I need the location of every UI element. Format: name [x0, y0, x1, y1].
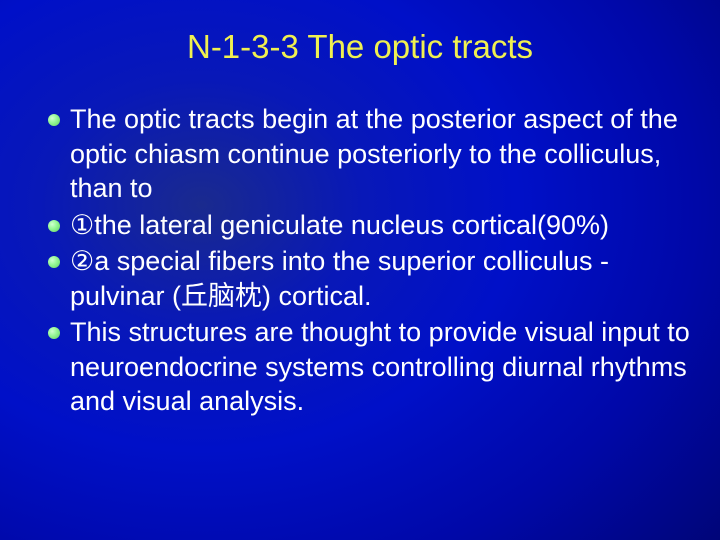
- slide-title: N-1-3-3 The optic tracts: [48, 28, 700, 66]
- list-item: ①the lateral geniculate nucleus cortical…: [48, 208, 690, 243]
- bullet-text: ②a special fibers into the superior coll…: [70, 244, 690, 313]
- bullet-icon: [48, 256, 60, 268]
- slide-body: The optic tracts begin at the posterior …: [48, 102, 700, 419]
- bullet-text: ①the lateral geniculate nucleus cortical…: [70, 208, 609, 243]
- bullet-icon: [48, 220, 60, 232]
- list-item: ②a special fibers into the superior coll…: [48, 244, 690, 313]
- bullet-icon: [48, 327, 60, 339]
- list-item: This structures are thought to provide v…: [48, 315, 690, 419]
- list-item: The optic tracts begin at the posterior …: [48, 102, 690, 206]
- bullet-text: The optic tracts begin at the posterior …: [70, 102, 690, 206]
- bullet-text: This structures are thought to provide v…: [70, 315, 690, 419]
- slide: N-1-3-3 The optic tracts The optic tract…: [0, 0, 720, 540]
- bullet-icon: [48, 114, 60, 126]
